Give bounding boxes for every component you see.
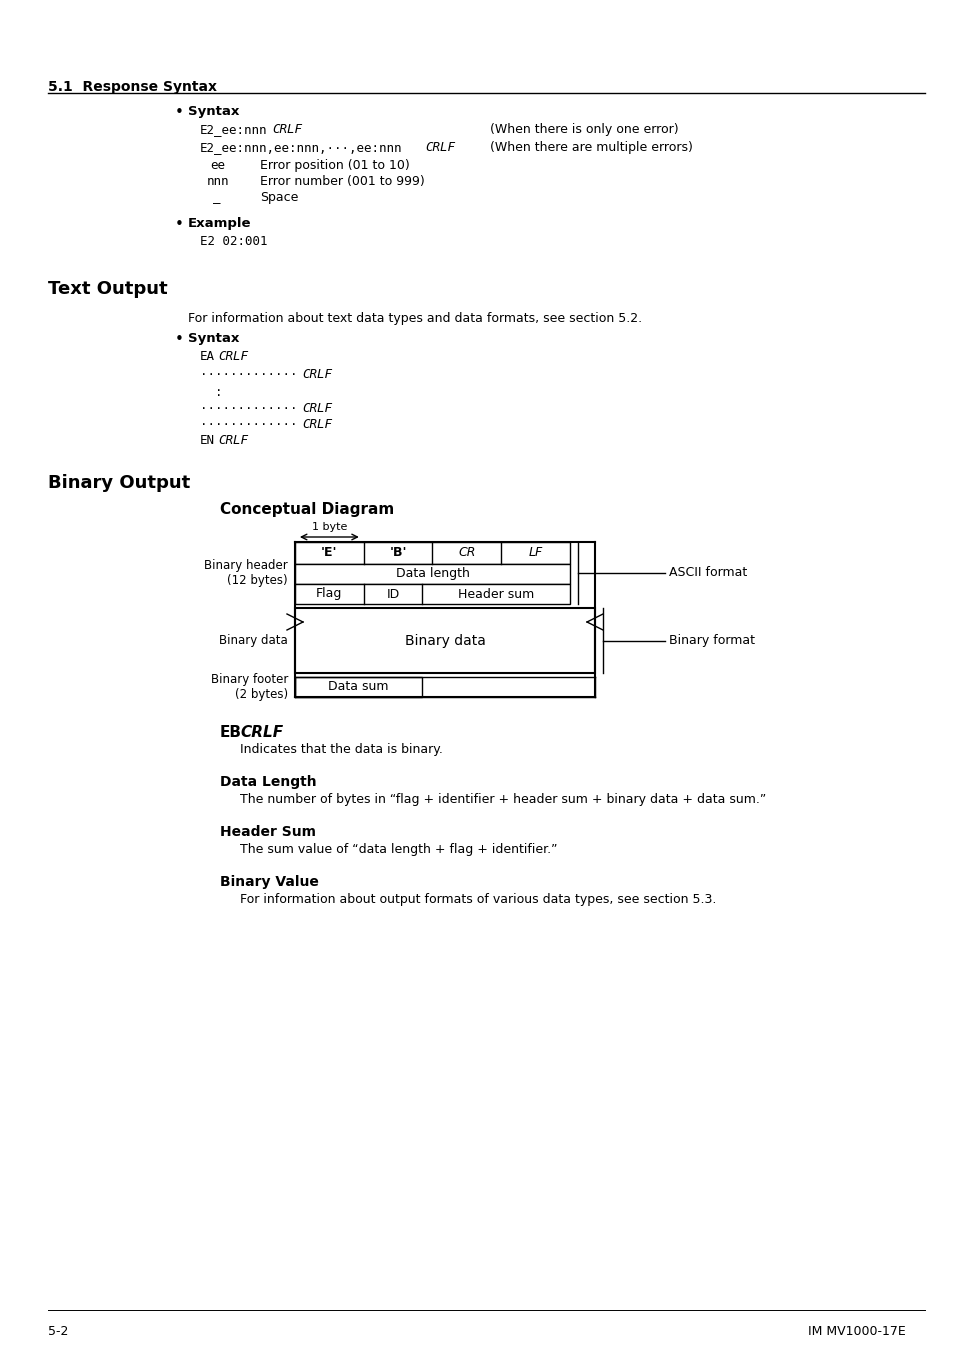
Text: Flag: Flag (315, 587, 342, 601)
Text: Syntax: Syntax (188, 105, 239, 117)
Text: Space: Space (260, 190, 298, 204)
Text: LF: LF (528, 547, 542, 559)
Text: CRLF: CRLF (272, 123, 302, 136)
Text: E2 02:001: E2 02:001 (200, 235, 267, 248)
Text: ·············: ············· (200, 369, 297, 381)
Text: EB: EB (220, 725, 242, 740)
Text: Text Output: Text Output (48, 279, 168, 298)
Text: Header Sum: Header Sum (220, 825, 315, 838)
Text: (When there are multiple errors): (When there are multiple errors) (490, 140, 692, 154)
Text: 1 byte: 1 byte (312, 522, 347, 532)
Text: Conceptual Diagram: Conceptual Diagram (220, 502, 394, 517)
Text: (When there is only one error): (When there is only one error) (490, 123, 678, 136)
Bar (294, 585, 569, 603)
Text: Indicates that the data is binary.: Indicates that the data is binary. (240, 743, 442, 756)
Text: ID: ID (386, 587, 399, 601)
Text: For information about output formats of various data types, see section 5.3.: For information about output formats of … (240, 892, 716, 906)
Text: CRLF: CRLF (218, 350, 248, 363)
Text: CRLF: CRLF (424, 140, 455, 154)
Text: •: • (174, 332, 184, 347)
Text: EA: EA (200, 350, 214, 363)
Bar (294, 564, 569, 585)
Text: CR: CR (457, 547, 475, 559)
Text: CRLF: CRLF (302, 402, 332, 414)
Text: 5.1  Response Syntax: 5.1 Response Syntax (48, 80, 216, 94)
Text: •: • (174, 217, 184, 232)
Text: Binary header
(12 bytes): Binary header (12 bytes) (204, 559, 288, 587)
Bar (294, 676, 422, 697)
Text: Binary data: Binary data (219, 634, 288, 647)
Text: Syntax: Syntax (188, 332, 239, 346)
Text: CRLF: CRLF (302, 369, 332, 381)
Text: •: • (174, 105, 184, 120)
Text: IM MV1000-17E: IM MV1000-17E (807, 1324, 905, 1338)
Text: E2_ee:nnn,ee:nnn,···,ee:nnn: E2_ee:nnn,ee:nnn,···,ee:nnn (200, 140, 402, 154)
Text: For information about text data types and data formats, see section 5.2.: For information about text data types an… (188, 312, 641, 325)
Text: Error position (01 to 10): Error position (01 to 10) (260, 159, 410, 171)
Text: Binary format: Binary format (668, 634, 754, 647)
Text: ASCII format: ASCII format (668, 567, 746, 579)
Bar (294, 608, 595, 674)
Text: Binary footer
(2 bytes): Binary footer (2 bytes) (211, 674, 288, 701)
Text: Data sum: Data sum (328, 680, 389, 694)
Text: CRLF: CRLF (218, 433, 248, 447)
Text: Header sum: Header sum (457, 587, 534, 601)
Text: nnn: nnn (207, 176, 230, 188)
Text: The number of bytes in “flag + identifier + header sum + binary data + data sum.: The number of bytes in “flag + identifie… (240, 792, 765, 806)
Text: E2_ee:nnn: E2_ee:nnn (200, 123, 267, 136)
Text: 'E': 'E' (321, 547, 337, 559)
Text: _: _ (213, 190, 220, 204)
Text: 'B': 'B' (389, 547, 406, 559)
Text: Data Length: Data Length (220, 775, 316, 788)
Text: EN: EN (200, 433, 214, 447)
Text: 5-2: 5-2 (48, 1324, 69, 1338)
Text: The sum value of “data length + flag + identifier.”: The sum value of “data length + flag + i… (240, 842, 557, 856)
Text: Binary Output: Binary Output (48, 474, 190, 491)
Text: CRLF: CRLF (240, 725, 283, 740)
Text: Binary Value: Binary Value (220, 875, 318, 890)
Bar (294, 541, 569, 564)
Text: CRLF: CRLF (302, 418, 332, 431)
Text: :: : (214, 386, 222, 400)
Text: ·············: ············· (200, 418, 297, 431)
Text: Error number (001 to 999): Error number (001 to 999) (260, 176, 424, 188)
Text: ee: ee (210, 159, 225, 171)
Text: Data length: Data length (395, 567, 469, 580)
Text: Binary data: Binary data (404, 633, 485, 648)
Text: ·············: ············· (200, 402, 297, 414)
Text: Example: Example (188, 217, 252, 230)
